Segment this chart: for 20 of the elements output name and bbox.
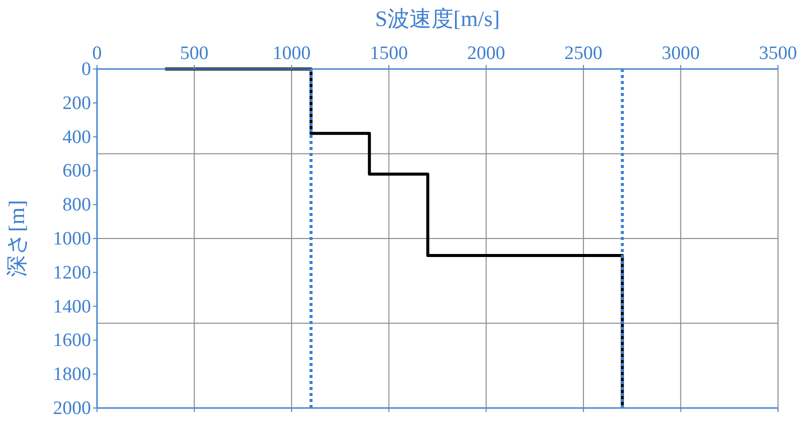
y-tick-label: 1000 — [53, 228, 91, 250]
x-tick-label: 2500 — [564, 43, 602, 64]
x-tick-label: 3500 — [759, 43, 797, 64]
x-axis-title: S波速度[m/s] — [375, 6, 500, 31]
y-tick-label: 1200 — [53, 262, 91, 284]
y-tick-label: 1400 — [53, 296, 91, 318]
y-tick-label: 0 — [82, 59, 91, 80]
y-tick-label: 1800 — [53, 364, 91, 386]
x-tick-label: 2000 — [467, 43, 506, 64]
x-tick-label: 3000 — [662, 43, 700, 64]
x-tick-label: 1500 — [370, 43, 408, 64]
y-tick-label: 1600 — [53, 330, 91, 352]
x-tick-label: 1000 — [272, 43, 311, 64]
x-tick-label: 500 — [180, 43, 209, 64]
y-tick-label: 800 — [62, 194, 91, 216]
y-tick-label: 2000 — [53, 398, 91, 419]
y-tick-label: 600 — [62, 160, 91, 182]
y-tick-label: 200 — [62, 92, 91, 114]
y-tick-label: 400 — [62, 126, 91, 148]
y-axis-title: 深さ[m] — [4, 200, 29, 277]
